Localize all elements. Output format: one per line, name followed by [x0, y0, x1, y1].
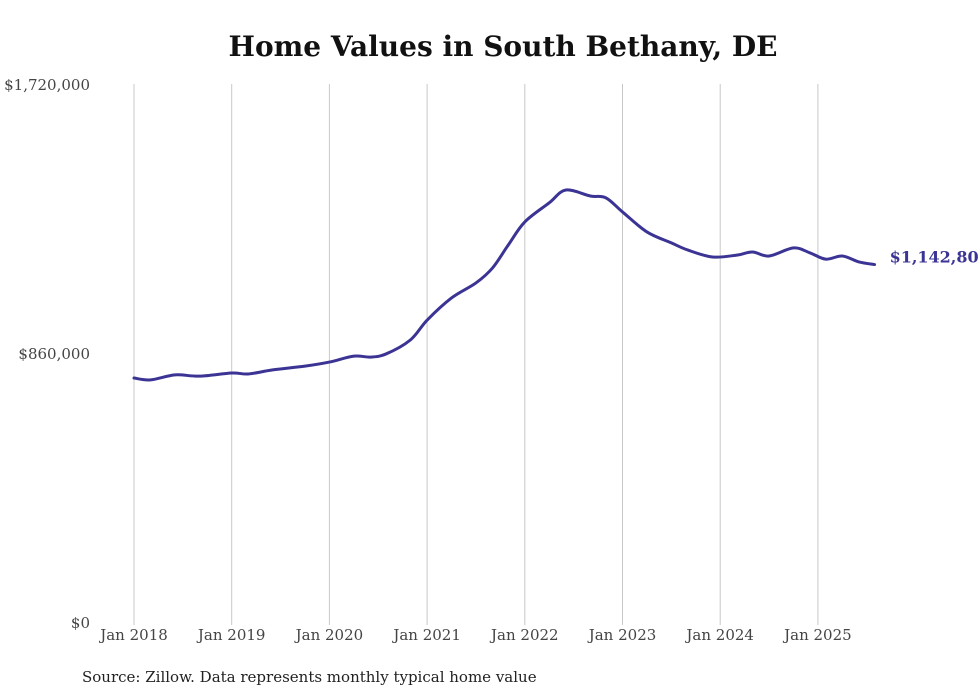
x-tick-label: Jan 2025	[782, 626, 852, 644]
x-tick-label: Jan 2021	[391, 626, 461, 644]
y-tick-label: $1,720,000	[4, 76, 90, 94]
x-tick-label: Jan 2019	[196, 626, 266, 644]
y-tick-label: $0	[71, 614, 90, 632]
series-line	[132, 188, 877, 382]
x-tick-label: Jan 2023	[587, 626, 657, 644]
source-note: Source: Zillow. Data represents monthly …	[82, 668, 537, 686]
x-tick-label: Jan 2022	[489, 626, 559, 644]
y-tick-label: $860,000	[18, 345, 90, 363]
chart-title: Home Values in South Bethany, DE	[228, 30, 778, 63]
x-tick-label: Jan 2020	[294, 626, 364, 644]
x-tick-label: Jan 2018	[98, 626, 168, 644]
gridlines	[133, 84, 819, 625]
y-axis-ticks: $0 $860,000 $1,720,000	[4, 76, 90, 632]
x-tick-label: Jan 2024	[684, 626, 754, 644]
end-value-label: $1,142,80	[890, 248, 979, 267]
x-axis-ticks: Jan 2018 Jan 2019 Jan 2020 Jan 2021 Jan 2022…	[98, 626, 851, 644]
